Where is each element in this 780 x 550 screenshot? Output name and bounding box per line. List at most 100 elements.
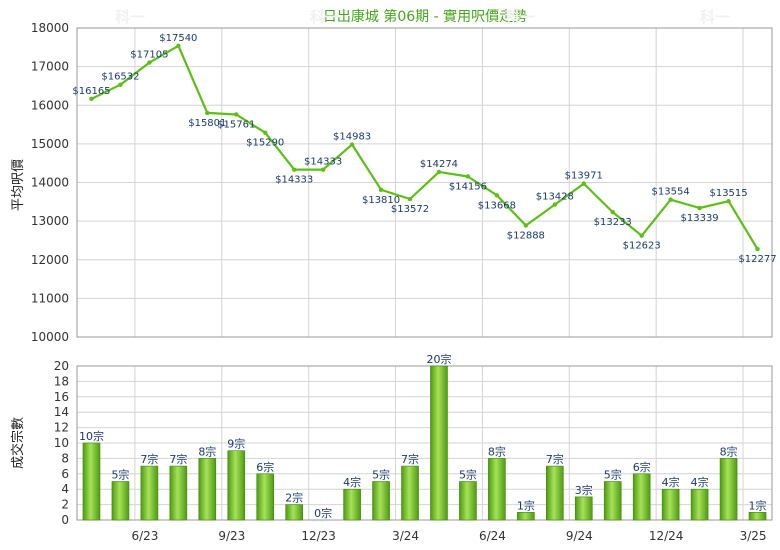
watermark-text: 科一	[310, 8, 340, 26]
price-data-label: $13572	[391, 204, 429, 215]
count-bar	[227, 450, 246, 521]
price-data-label: $13810	[362, 195, 400, 206]
count-bar	[719, 458, 738, 521]
count-bar	[343, 488, 361, 521]
price-y-tick-label: 10000	[31, 330, 69, 344]
price-y-tick-label: 15000	[31, 137, 69, 151]
count-y-tick-label: 12	[54, 421, 69, 435]
price-data-label: $13971	[565, 171, 603, 182]
count-axis-title: 成交宗數	[10, 417, 26, 469]
price-data-label: $16165	[72, 86, 110, 97]
count-bar	[372, 481, 390, 521]
count-y-tick-label: 14	[54, 405, 69, 419]
count-y-tick-label: 2	[61, 498, 69, 512]
count-data-label: 6宗	[256, 460, 274, 474]
price-point	[263, 130, 268, 135]
price-point	[147, 60, 152, 65]
count-data-label: 5宗	[111, 468, 129, 482]
count-bar	[574, 496, 593, 521]
price-data-label: $12623	[623, 241, 661, 252]
count-bar	[256, 473, 275, 521]
x-tick-label: 12/23	[301, 529, 336, 543]
price-point	[697, 205, 702, 211]
price-data-label: $17540	[159, 33, 197, 44]
price-point	[320, 167, 326, 172]
watermark-text: 科一	[505, 8, 535, 26]
count-data-label: 5宗	[372, 468, 390, 482]
price-data-label: $14333	[304, 157, 342, 168]
count-data-label: 5宗	[459, 468, 477, 482]
count-bar	[401, 465, 419, 521]
count-data-label: 4宗	[662, 475, 680, 489]
count-data-label: 3宗	[575, 483, 593, 497]
price-data-label: $14333	[275, 175, 313, 186]
price-y-tick-label: 11000	[31, 291, 69, 305]
price-point	[407, 196, 413, 202]
price-point	[639, 233, 644, 238]
price-data-label: $13668	[478, 200, 516, 211]
price-point	[378, 187, 384, 193]
price-point	[436, 169, 442, 175]
price-point	[205, 110, 210, 116]
price-data-label: $15761	[217, 119, 255, 130]
price-plot-border	[76, 27, 773, 338]
price-series-line	[91, 44, 759, 250]
price-data-label: $13554	[652, 187, 690, 198]
count-data-label: 6宗	[633, 460, 651, 474]
count-data-label: 8宗	[198, 444, 216, 458]
count-data-label: 7宗	[546, 452, 564, 466]
price-data-label: $14156	[449, 181, 487, 192]
count-y-tick-label: 18	[54, 374, 69, 388]
price-point	[581, 181, 586, 186]
count-bar	[632, 473, 651, 521]
price-panel: 10000 11000 12000 13000 14000 15000 16000 17000…	[31, 21, 777, 344]
price-point	[234, 112, 239, 117]
count-bar	[82, 442, 101, 521]
price-point	[726, 199, 731, 204]
count-bar	[748, 511, 767, 521]
count-plot-border	[76, 365, 773, 521]
price-axis-title: 平均呎價	[11, 159, 26, 211]
price-point	[668, 197, 673, 202]
count-bar	[661, 488, 680, 521]
count-data-label: 10宗	[79, 429, 104, 443]
count-data-label: 9宗	[227, 437, 245, 451]
count-bar	[169, 465, 188, 521]
price-point	[118, 82, 123, 87]
price-data-label: $16532	[101, 72, 139, 83]
count-data-label: 4宗	[343, 475, 361, 489]
count-data-label: 8宗	[488, 444, 506, 458]
count-y-tick-label: 10	[54, 436, 69, 450]
count-y-tick-label: 0	[61, 513, 69, 527]
price-y-tick-label: 12000	[31, 253, 69, 267]
x-tick-label: 3/25	[740, 529, 767, 543]
count-data-label: 5宗	[604, 468, 622, 482]
price-data-label: $13428	[536, 192, 574, 203]
price-y-tick-label: 18000	[31, 21, 69, 35]
count-bar	[517, 511, 535, 521]
price-data-label: $13339	[681, 213, 719, 224]
price-y-tick-label: 17000	[31, 60, 69, 74]
count-bar	[546, 465, 564, 521]
count-bar	[111, 481, 130, 521]
price-y-tick-label: 14000	[31, 176, 69, 190]
price-point	[176, 43, 181, 48]
count-data-label: 20宗	[426, 352, 451, 366]
price-data-label: $14983	[333, 132, 371, 143]
price-y-tick-label: 16000	[31, 98, 69, 112]
x-tick-label: 9/24	[566, 529, 593, 543]
price-data-label: $12888	[507, 230, 545, 241]
price-data-label: $12277	[738, 254, 776, 265]
count-data-label: 7宗	[401, 452, 419, 466]
price-point	[552, 202, 558, 207]
count-bar	[690, 488, 709, 521]
count-y-tick-label: 8	[61, 451, 69, 465]
count-bar	[488, 458, 506, 521]
price-data-label: $15290	[246, 138, 284, 149]
price-data-label: $15801	[188, 118, 226, 129]
watermark-text: 科一	[700, 8, 730, 26]
count-bar	[198, 458, 217, 521]
price-y-tick-label: 13000	[31, 214, 69, 228]
